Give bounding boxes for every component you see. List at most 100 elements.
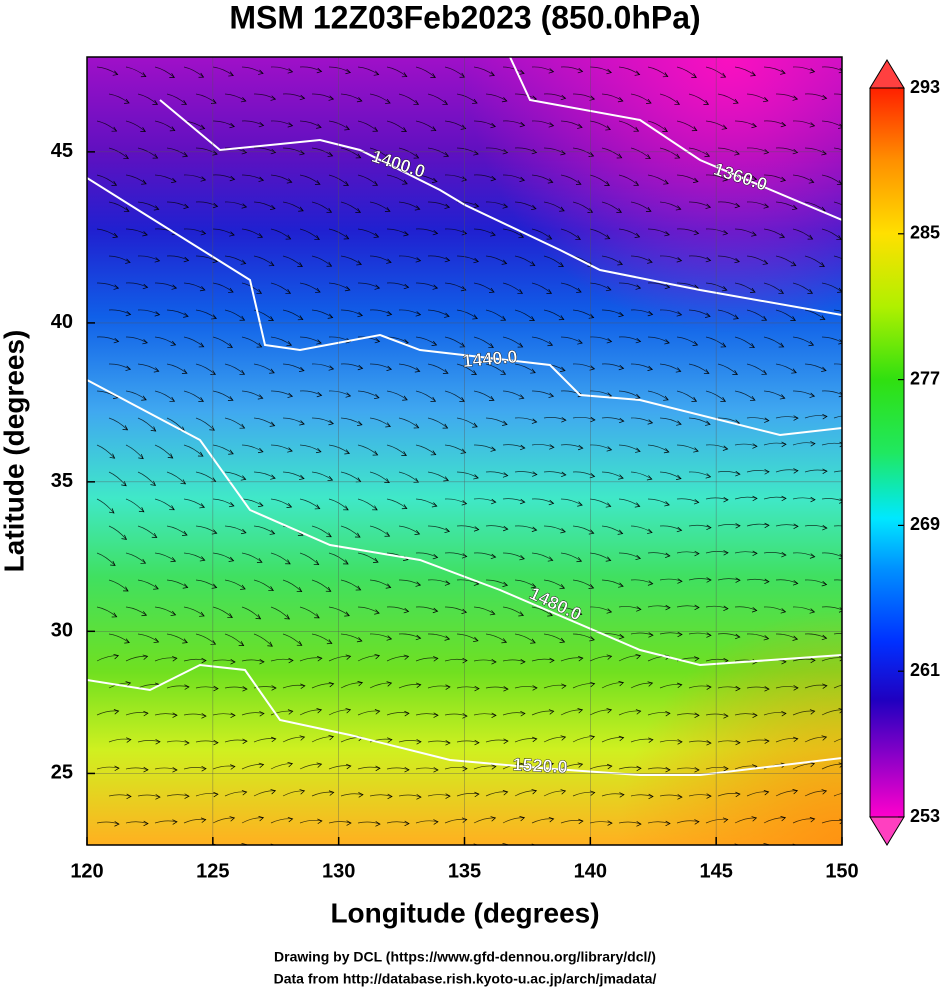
streamline — [630, 93, 652, 104]
streamline — [253, 93, 276, 100]
streamline — [473, 282, 495, 293]
streamline-arrow — [663, 395, 669, 401]
streamline — [485, 309, 506, 321]
streamline — [108, 794, 132, 797]
streamline-arrow — [230, 764, 236, 770]
streamline-arrow — [345, 654, 352, 660]
streamline — [589, 66, 612, 73]
streamline — [775, 416, 799, 419]
streamline-arrow — [287, 761, 294, 768]
streamline — [647, 498, 670, 506]
streamline — [299, 174, 321, 185]
streamline-arrow — [184, 684, 190, 690]
streamline — [357, 444, 378, 456]
streamline-arrow — [619, 848, 623, 853]
streamline — [270, 498, 292, 508]
streamline-arrow — [229, 175, 236, 182]
streamline-arrow — [374, 653, 381, 660]
streamline — [370, 849, 392, 851]
streamline-arrow — [432, 229, 439, 236]
streamline-arrow — [500, 315, 507, 321]
streamline — [543, 417, 567, 421]
streamline-arrow — [124, 638, 130, 644]
streamline — [589, 444, 612, 451]
streamline-arrow — [694, 656, 700, 662]
streamline-arrow — [258, 816, 265, 822]
streamline — [427, 309, 450, 317]
streamline-arrow — [415, 581, 422, 587]
streamline-arrow — [618, 681, 625, 687]
streamline-arrow — [809, 761, 816, 768]
streamline — [444, 282, 467, 291]
streamline-arrow — [677, 739, 683, 745]
streamline-arrow — [722, 445, 729, 451]
streamline — [166, 794, 190, 797]
streamline — [224, 579, 246, 590]
streamline-arrow — [589, 365, 596, 371]
streamline-arrow — [837, 287, 842, 293]
streamline-arrow — [734, 633, 741, 640]
streamline — [618, 282, 641, 289]
streamline — [734, 765, 757, 770]
streamline-arrow — [530, 583, 537, 589]
streamline — [183, 818, 206, 824]
streamline-arrow — [694, 819, 700, 825]
streamline — [531, 552, 553, 561]
streamline-arrow — [138, 453, 144, 460]
streamline — [746, 93, 769, 102]
streamline-arrow — [548, 392, 555, 398]
streamline — [618, 390, 641, 399]
streamline-arrow — [258, 69, 264, 75]
streamline — [444, 444, 466, 453]
streamline — [532, 844, 536, 845]
streamline — [270, 710, 293, 716]
streamline — [253, 309, 274, 321]
streamline-arrow — [665, 766, 671, 773]
streamline-arrow — [328, 95, 335, 101]
streamline — [717, 633, 740, 638]
streamline-arrow — [142, 231, 148, 237]
streamline-arrow — [781, 710, 787, 717]
streamline — [270, 282, 291, 294]
streamline-arrow — [113, 709, 120, 715]
streamline-arrow — [113, 337, 120, 344]
streamline — [456, 93, 478, 104]
streamline — [473, 552, 496, 558]
streamline — [804, 684, 827, 689]
streamline — [427, 147, 449, 157]
streamline — [444, 66, 465, 78]
streamline — [369, 471, 390, 483]
streamline-arrow — [722, 230, 729, 236]
streamline — [415, 606, 438, 612]
streamline-arrow — [432, 284, 439, 290]
streamline — [299, 819, 322, 824]
streamline — [328, 282, 351, 291]
streamline — [357, 606, 380, 614]
streamline-arrow — [560, 735, 567, 741]
y-tick-label: 30 — [51, 620, 73, 642]
streamline-arrow — [343, 559, 349, 565]
streamline-arrow — [822, 846, 827, 851]
streamline-arrow — [401, 504, 408, 510]
streamline-arrow — [473, 257, 479, 264]
streamline — [311, 363, 334, 370]
streamline-arrow — [665, 552, 671, 558]
streamline-arrow — [404, 710, 410, 717]
streamline — [531, 174, 553, 183]
streamline — [299, 444, 322, 453]
streamline-arrow — [648, 737, 654, 743]
streamline — [647, 120, 668, 132]
streamline-arrow — [316, 762, 323, 768]
streamline — [688, 578, 712, 581]
streamline — [96, 766, 120, 770]
streamline — [647, 552, 670, 557]
streamline-arrow — [560, 528, 566, 534]
streamline — [357, 821, 381, 825]
streamline-arrow — [300, 845, 305, 850]
streamline — [212, 228, 235, 236]
streamline-arrow — [636, 606, 642, 612]
streamline-arrow — [618, 311, 624, 318]
streamline — [676, 444, 699, 452]
streamline — [456, 793, 479, 797]
streamline-arrow — [298, 366, 305, 372]
